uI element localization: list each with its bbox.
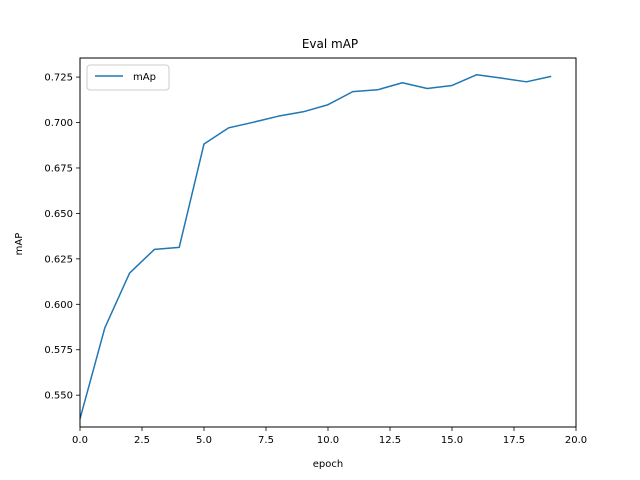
x-tick-label: 7.5 [258,435,274,446]
x-tick-label: 0.0 [72,435,88,446]
y-tick-label: 0.600 [44,300,73,311]
legend: mAp [86,64,170,91]
chart-title: Eval mAP [302,37,358,51]
x-tick-label: 5.0 [196,435,212,446]
legend-entry-map: mAp [133,72,156,83]
y-tick-label: 0.550 [44,391,73,402]
y-tick-label: 0.575 [44,345,73,356]
y-axis-ticks: 0.550 0.575 0.600 0.625 0.650 0.675 0.700 0.725 [44,73,80,402]
plot-frame [79,57,577,428]
x-tick-label: 2.5 [134,435,150,446]
x-tick-label: 12.5 [379,435,401,446]
y-tick-label: 0.675 [44,163,73,174]
y-tick-label: 0.725 [44,73,73,84]
series-line [79,73,552,420]
y-tick-label: 0.700 [44,118,73,129]
x-tick-label: 10.0 [317,435,339,446]
legend-box [86,64,170,91]
plot-area: 0.0 2.5 5.0 7.5 10.0 12.5 15.0 17.5 20.0 0.5500.… [44,57,587,446]
y-axis-label: mAP [14,233,25,256]
x-tick-label: 15.0 [441,435,463,446]
x-axis-label: epoch [313,459,343,470]
x-tick-label: 20.0 [565,435,587,446]
series-layer [79,73,552,420]
x-axis-ticks: 0.0 2.5 5.0 7.5 10.0 12.5 15.0 17.5 20.0 [72,427,587,446]
y-tick-label: 0.650 [44,209,73,220]
x-tick-label: 17.5 [503,435,525,446]
y-tick-label: 0.625 [44,254,73,265]
